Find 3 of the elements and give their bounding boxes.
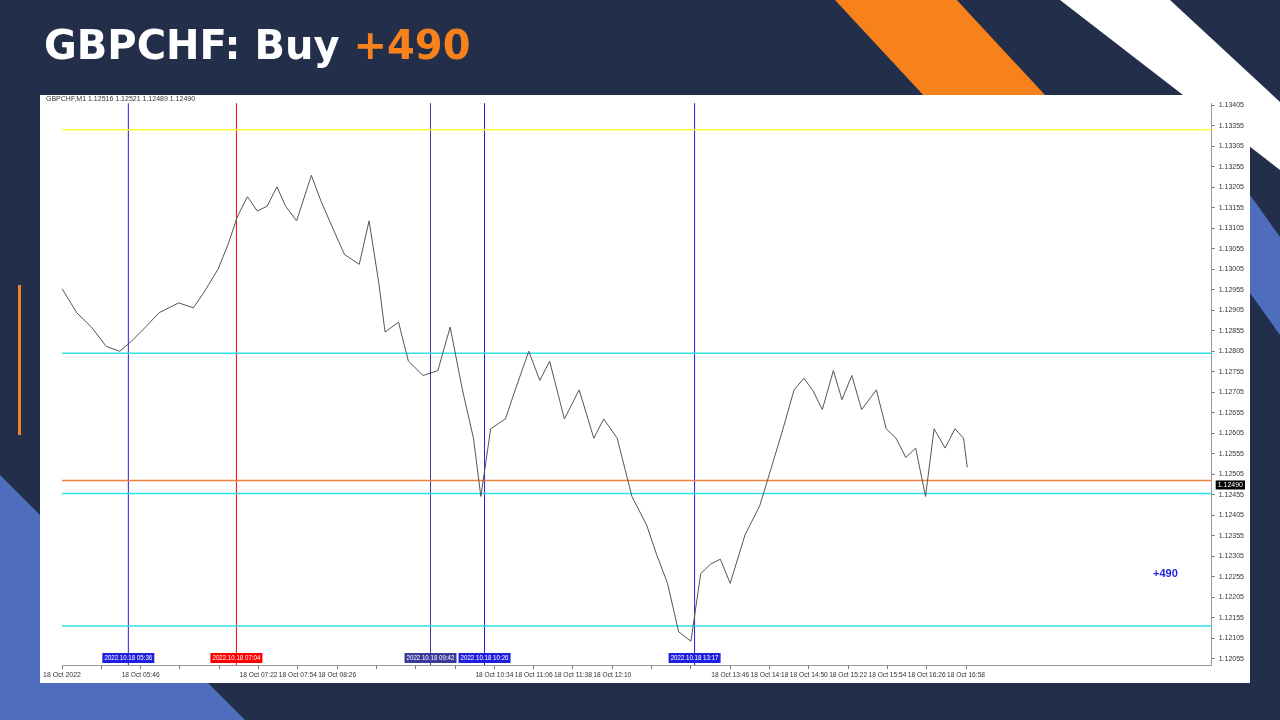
- text: +490: [1153, 567, 1178, 579]
- text: +490: [353, 22, 471, 68]
- chart-title: GBPCHF: Buy: [44, 22, 340, 68]
